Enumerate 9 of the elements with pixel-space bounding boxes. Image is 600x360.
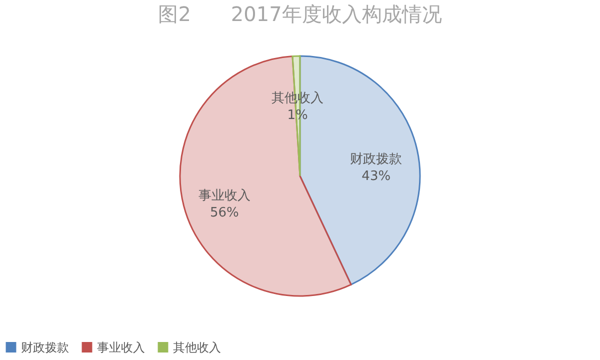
- slice-label: 事业收入: [198, 188, 250, 204]
- legend-label: 事业收入: [97, 340, 145, 354]
- data-label: 56%: [210, 205, 239, 220]
- chart-title: 图2 2017年度收入构成情况: [158, 2, 442, 26]
- legend-label: 其他收入: [173, 340, 221, 354]
- legend-label: 财政拨款: [21, 340, 69, 354]
- slice-label: 财政拨款: [350, 152, 402, 167]
- pie-slice: [179, 55, 352, 297]
- data-label: 43%: [362, 168, 391, 184]
